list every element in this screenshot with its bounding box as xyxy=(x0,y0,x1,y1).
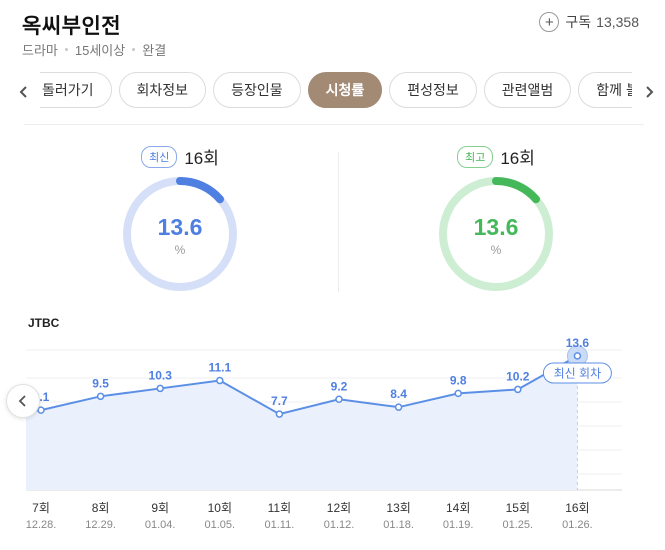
chart-prev-button[interactable] xyxy=(6,384,40,418)
data-label: 9.5 xyxy=(92,376,109,390)
tab-schedule[interactable]: 편성정보 xyxy=(389,72,477,108)
x-tick-date: 01.05. xyxy=(205,519,236,531)
data-label: 11.1 xyxy=(208,361,231,375)
data-point xyxy=(37,406,45,414)
tab-episode-info[interactable]: 회차정보 xyxy=(118,72,207,108)
x-tick-label: 12회 xyxy=(327,501,351,515)
x-tick-date: 01.25. xyxy=(503,519,534,531)
best-episode: 16회 xyxy=(500,149,535,168)
tab-cast[interactable]: 등장인물 xyxy=(213,72,301,108)
tab-back[interactable]: 돌러가기 xyxy=(40,72,112,108)
card-divider xyxy=(338,152,339,292)
x-tick-label: 13회 xyxy=(386,501,410,515)
x-tick-date: 01.12. xyxy=(324,519,355,531)
data-point xyxy=(394,403,403,411)
meta-status: 완결 xyxy=(142,43,167,58)
data-point xyxy=(216,376,224,385)
meta-separator xyxy=(64,48,68,51)
data-label: 10.2 xyxy=(506,369,530,383)
page-title: 옥씨부인전 xyxy=(22,15,122,38)
chart-area-fill xyxy=(26,355,578,490)
header: 옥씨부인전 드라마 15세이상 완결 + 구독 13,358 xyxy=(0,0,665,64)
plus-icon: + xyxy=(539,12,560,32)
tab-scroll-right-button[interactable] xyxy=(639,82,659,102)
broadcaster-label: JTBC xyxy=(28,316,60,330)
ratings-chart: 8.17회12.28.9.58회12.29.10.39회01.04.11.110… xyxy=(26,336,622,531)
subscribe-count: 13,358 xyxy=(596,14,639,30)
data-point xyxy=(156,384,164,393)
best-rating-header: 최고 16회 xyxy=(346,144,646,169)
x-tick-label: 11회 xyxy=(268,501,292,515)
chevron-left-icon xyxy=(19,86,27,98)
latest-rating-unit: % xyxy=(174,243,186,257)
best-badge: 최고 xyxy=(457,145,494,168)
meta-separator xyxy=(132,48,136,51)
tab-ratings[interactable]: 시청률 xyxy=(307,72,383,108)
tabs-list: 돌러가기 회차정보 등장인물 시청률 편성정보 관련앨범 함께 볼 xyxy=(40,72,632,108)
data-label: 9.8 xyxy=(450,373,467,387)
x-tick-date: 01.04. xyxy=(145,519,176,531)
data-label: 7.7 xyxy=(271,394,288,408)
x-tick-label: 14회 xyxy=(446,501,470,515)
data-label: 10.3 xyxy=(149,368,173,382)
latest-episode-bubble-label: 최신 회차 xyxy=(554,367,602,381)
x-tick-label: 9회 xyxy=(151,501,169,515)
tab-scroll-left-button[interactable] xyxy=(14,82,34,102)
chevron-right-icon xyxy=(646,86,654,98)
x-tick-label: 8회 xyxy=(92,501,110,515)
latest-rating-card: 최신 16회 13.6 % xyxy=(30,140,330,300)
latest-rating-value: 13.6 xyxy=(157,214,203,240)
data-point xyxy=(454,389,462,398)
donut-arc xyxy=(439,177,553,291)
donut-arc xyxy=(123,177,237,291)
best-rating-unit: % xyxy=(490,243,502,257)
x-tick-date: 01.19. xyxy=(443,519,474,531)
best-rating-card: 최고 16회 13.6 % xyxy=(346,140,646,300)
tabs-viewport: 돌러가기 회차정보 등장인물 시청률 편성정보 관련앨범 함께 볼 xyxy=(40,70,632,110)
x-tick-label: 15회 xyxy=(506,501,530,515)
x-tick-date: 12.29. xyxy=(85,519,116,531)
data-label: 9.2 xyxy=(331,379,348,393)
data-label: 13.6 xyxy=(566,336,590,350)
subscribe-label: 구독 xyxy=(565,14,592,30)
x-tick-date: 12.28. xyxy=(26,519,57,531)
data-point xyxy=(275,410,284,418)
chevron-left-icon xyxy=(18,395,26,407)
x-tick-date: 01.11. xyxy=(265,519,295,531)
x-tick-label: 7회 xyxy=(32,501,50,515)
divider xyxy=(24,124,644,125)
latest-rating-header: 최신 16회 xyxy=(30,144,330,169)
latest-badge: 최신 xyxy=(141,145,178,168)
tab-watch-together[interactable]: 함께 볼 xyxy=(578,72,632,108)
x-tick-date: 01.26. xyxy=(562,519,593,531)
latest-rating-donut xyxy=(123,177,237,291)
latest-episode: 16회 xyxy=(184,149,219,168)
data-label: 8.4 xyxy=(390,387,407,401)
best-rating-donut xyxy=(439,177,553,291)
meta-age-rating: 15세이상 xyxy=(74,43,126,58)
x-tick-label: 10회 xyxy=(208,501,232,515)
latest-episode-bubble xyxy=(542,362,612,384)
tab-bar: 돌러가기 회차정보 등장인물 시청률 편성정보 관련앨범 함께 볼 xyxy=(0,70,665,114)
subscribe-button[interactable]: + 구독 13,358 xyxy=(539,12,639,32)
x-tick-date: 01.18. xyxy=(383,519,414,531)
data-point xyxy=(573,352,582,360)
data-point xyxy=(514,385,522,394)
data-point xyxy=(96,392,105,401)
tab-albums[interactable]: 관련앨범 xyxy=(483,72,572,108)
best-rating-value: 13.6 xyxy=(473,214,519,240)
data-point xyxy=(335,395,343,404)
meta-genre: 드라마 xyxy=(22,43,58,58)
meta-info: 드라마 15세이상 완결 xyxy=(22,40,166,59)
x-tick-label: 16회 xyxy=(565,501,589,515)
